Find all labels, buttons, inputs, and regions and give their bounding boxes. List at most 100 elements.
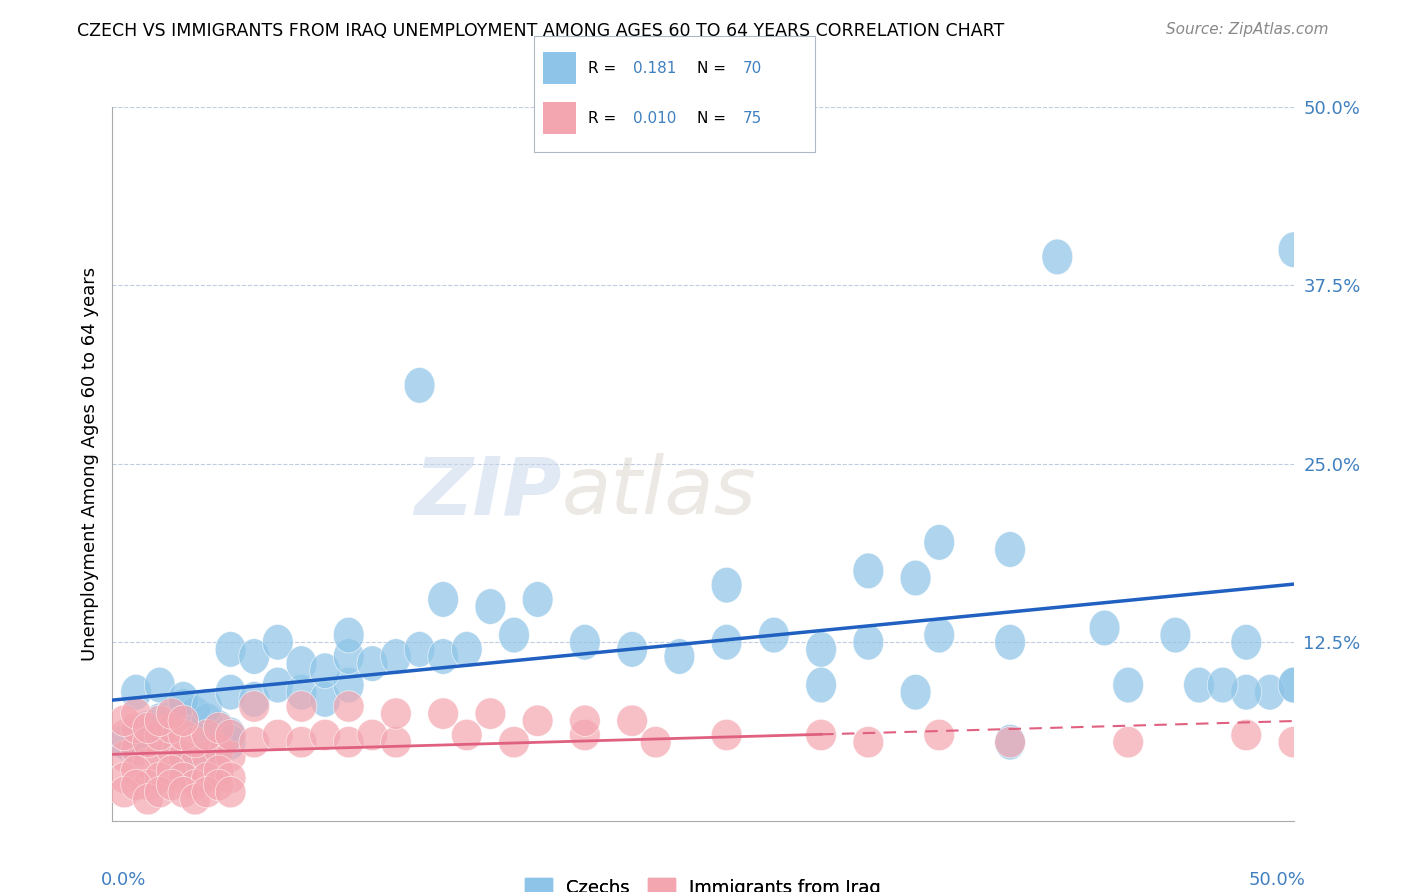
Ellipse shape <box>156 712 187 744</box>
Text: R =: R = <box>588 111 616 126</box>
Ellipse shape <box>191 762 222 794</box>
Ellipse shape <box>381 698 412 730</box>
Ellipse shape <box>108 719 139 751</box>
Ellipse shape <box>640 726 671 758</box>
Ellipse shape <box>357 719 388 751</box>
Text: 75: 75 <box>742 111 762 126</box>
Ellipse shape <box>215 717 246 753</box>
Ellipse shape <box>1184 667 1215 703</box>
Ellipse shape <box>204 712 235 744</box>
Ellipse shape <box>451 632 482 667</box>
Ellipse shape <box>191 776 222 808</box>
Ellipse shape <box>145 776 176 808</box>
Ellipse shape <box>994 532 1025 567</box>
Ellipse shape <box>427 698 458 730</box>
Ellipse shape <box>121 733 152 765</box>
Ellipse shape <box>711 719 742 751</box>
Ellipse shape <box>381 639 412 674</box>
Ellipse shape <box>191 689 222 724</box>
Legend: Czechs, Immigrants from Iraq: Czechs, Immigrants from Iraq <box>517 871 889 892</box>
Ellipse shape <box>145 717 176 753</box>
Ellipse shape <box>108 776 139 808</box>
Ellipse shape <box>806 719 837 751</box>
Ellipse shape <box>121 717 152 753</box>
Ellipse shape <box>499 617 530 653</box>
Ellipse shape <box>167 705 198 737</box>
Ellipse shape <box>994 724 1025 760</box>
Ellipse shape <box>121 769 152 801</box>
Ellipse shape <box>1112 726 1143 758</box>
Ellipse shape <box>180 726 211 758</box>
Text: Source: ZipAtlas.com: Source: ZipAtlas.com <box>1166 22 1329 37</box>
Ellipse shape <box>309 719 340 751</box>
Ellipse shape <box>132 726 163 758</box>
Ellipse shape <box>357 646 388 681</box>
Text: 50.0%: 50.0% <box>1249 871 1305 888</box>
Y-axis label: Unemployment Among Ages 60 to 64 years: Unemployment Among Ages 60 to 64 years <box>80 267 98 661</box>
Ellipse shape <box>191 719 222 751</box>
Ellipse shape <box>191 740 222 772</box>
Ellipse shape <box>263 624 294 660</box>
Ellipse shape <box>924 524 955 560</box>
Ellipse shape <box>1278 232 1309 268</box>
Ellipse shape <box>806 667 837 703</box>
Ellipse shape <box>204 755 235 787</box>
Ellipse shape <box>204 710 235 746</box>
Ellipse shape <box>853 726 884 758</box>
Ellipse shape <box>1278 667 1309 703</box>
Ellipse shape <box>994 624 1025 660</box>
Ellipse shape <box>132 783 163 815</box>
Ellipse shape <box>522 705 553 737</box>
Ellipse shape <box>239 690 270 723</box>
Ellipse shape <box>285 690 316 723</box>
Ellipse shape <box>1396 517 1406 553</box>
Ellipse shape <box>381 726 412 758</box>
Ellipse shape <box>475 589 506 624</box>
Ellipse shape <box>145 762 176 794</box>
Ellipse shape <box>121 698 152 730</box>
Ellipse shape <box>404 368 434 403</box>
Ellipse shape <box>156 696 187 731</box>
Ellipse shape <box>191 703 222 739</box>
Ellipse shape <box>121 731 152 767</box>
Ellipse shape <box>215 740 246 772</box>
Ellipse shape <box>145 705 176 737</box>
Ellipse shape <box>924 617 955 653</box>
Ellipse shape <box>180 769 211 801</box>
FancyBboxPatch shape <box>543 52 576 85</box>
Ellipse shape <box>108 762 139 794</box>
FancyBboxPatch shape <box>543 102 576 134</box>
Ellipse shape <box>569 705 600 737</box>
Ellipse shape <box>924 719 955 751</box>
Ellipse shape <box>569 624 600 660</box>
Text: R =: R = <box>588 61 616 76</box>
Ellipse shape <box>853 553 884 589</box>
Ellipse shape <box>204 769 235 801</box>
Ellipse shape <box>239 681 270 717</box>
Ellipse shape <box>285 646 316 681</box>
Ellipse shape <box>499 726 530 758</box>
Ellipse shape <box>1278 667 1309 703</box>
Text: 0.010: 0.010 <box>633 111 676 126</box>
Ellipse shape <box>108 705 139 737</box>
Ellipse shape <box>309 653 340 689</box>
Text: 70: 70 <box>742 61 762 76</box>
Ellipse shape <box>522 582 553 617</box>
Ellipse shape <box>204 733 235 765</box>
Ellipse shape <box>569 719 600 751</box>
Ellipse shape <box>333 639 364 674</box>
Ellipse shape <box>167 746 198 781</box>
Ellipse shape <box>215 724 246 760</box>
Ellipse shape <box>239 639 270 674</box>
Ellipse shape <box>215 776 246 808</box>
Ellipse shape <box>167 740 198 772</box>
Ellipse shape <box>806 632 837 667</box>
Text: N =: N = <box>697 61 727 76</box>
Ellipse shape <box>1278 726 1309 758</box>
Ellipse shape <box>145 719 176 751</box>
Ellipse shape <box>180 747 211 780</box>
Text: 0.181: 0.181 <box>633 61 676 76</box>
Ellipse shape <box>1254 674 1285 710</box>
Ellipse shape <box>333 726 364 758</box>
Ellipse shape <box>121 755 152 787</box>
